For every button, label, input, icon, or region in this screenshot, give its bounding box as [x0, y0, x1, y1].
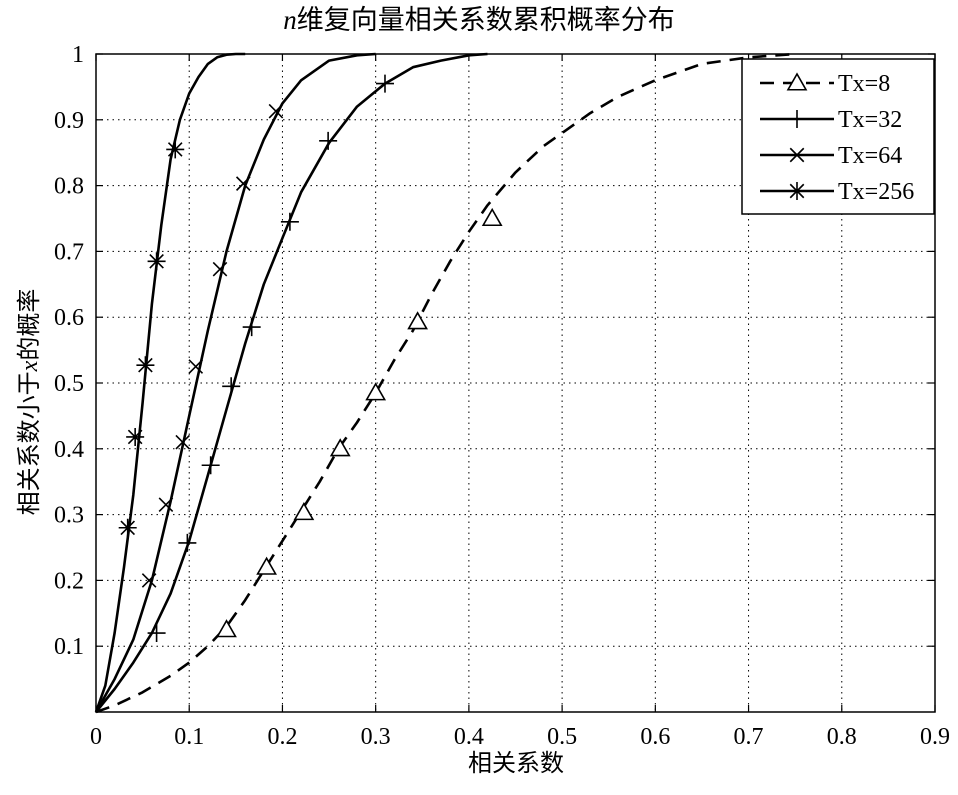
series-marker	[126, 427, 145, 446]
legend-label: Tx=256	[838, 179, 914, 205]
x-axis-label: 相关系数	[468, 751, 564, 777]
x-tick-label: 0.7	[734, 724, 764, 750]
y-tick-label: 1	[72, 42, 84, 68]
series-tx-8	[95, 52, 796, 714]
legend-label: Tx=32	[838, 107, 902, 133]
y-axis-label-pre: 相关系数小于	[17, 371, 43, 516]
y-tick-label: 0.3	[54, 503, 84, 529]
series-marker	[158, 497, 174, 513]
series-marker	[242, 318, 261, 337]
legend-item: Tx=256	[760, 179, 914, 205]
legend-label: Tx=8	[838, 71, 890, 97]
series-marker	[216, 619, 237, 638]
y-tick-label: 0.1	[54, 634, 84, 660]
chart-title-text: 维复向量相关系数累积概率分布	[296, 5, 675, 35]
series-marker	[268, 103, 284, 119]
legend-item: Tx=8	[760, 71, 890, 97]
x-tick-label: 0.1	[174, 724, 204, 750]
series-marker	[147, 252, 166, 271]
series-marker	[319, 131, 338, 150]
chart-title-variable: n	[283, 5, 297, 35]
x-tick-label: 0.5	[547, 724, 577, 750]
series-marker	[136, 356, 155, 375]
series-line	[94, 52, 246, 713]
series-marker	[118, 518, 137, 537]
y-tick-label: 0.6	[54, 305, 84, 331]
x-tick-label: 0.9	[920, 724, 950, 750]
axes-frame	[95, 53, 936, 713]
series-tx-64	[94, 52, 376, 713]
legend-marker	[788, 182, 806, 200]
y-tick-label: 0.8	[54, 174, 84, 200]
x-tick-label: 0.8	[827, 724, 857, 750]
series-marker	[141, 573, 157, 588]
series-marker	[329, 438, 351, 457]
y-axis-label-post: 的概率	[17, 288, 43, 361]
x-tick-label: 0.2	[267, 724, 297, 750]
legend-marker	[786, 72, 808, 91]
series-tx-32	[94, 52, 488, 713]
series-marker	[293, 502, 315, 521]
series-marker	[201, 456, 220, 475]
series-marker	[147, 624, 166, 643]
series-marker	[178, 533, 197, 552]
series-marker	[166, 140, 185, 159]
series-marker	[235, 176, 251, 191]
legend-label: Tx=64	[838, 143, 902, 169]
legend-marker	[789, 147, 805, 163]
series-tx-256	[94, 52, 246, 713]
series-marker	[222, 377, 241, 396]
series-marker	[481, 207, 503, 227]
y-axis-label-variable: x	[17, 360, 43, 372]
x-tick-label: 0	[90, 724, 102, 750]
legend: Tx=8 Tx=32 Tx=64 Tx=256	[741, 58, 935, 215]
y-tick-label: 0.7	[54, 239, 84, 265]
series-marker	[375, 74, 394, 93]
series-marker	[256, 556, 277, 575]
x-tick-label: 0.3	[361, 724, 391, 750]
x-tick-label: 0.6	[640, 724, 670, 750]
legend-box	[741, 58, 935, 215]
series-marker	[365, 382, 387, 401]
y-axis-label: 相关系数小于x的概率	[16, 289, 44, 516]
series-marker	[212, 261, 228, 277]
series-marker	[280, 212, 299, 231]
chart-title: n维复向量相关系数累积概率分布	[0, 2, 958, 38]
series-marker	[188, 359, 204, 374]
y-tick-label: 0.4	[54, 437, 84, 463]
legend-marker	[788, 110, 806, 128]
y-tick-label: 0.5	[54, 371, 84, 397]
legend-item: Tx=64	[760, 143, 902, 169]
series-marker	[407, 311, 428, 330]
series-marker	[175, 434, 191, 450]
y-tick-label: 0.2	[54, 568, 84, 594]
legend-item: Tx=32	[760, 107, 902, 133]
series-line	[95, 52, 796, 714]
y-tick-label: 0.9	[54, 108, 84, 134]
x-tick-label: 0.4	[454, 724, 484, 750]
series-line	[94, 52, 376, 713]
